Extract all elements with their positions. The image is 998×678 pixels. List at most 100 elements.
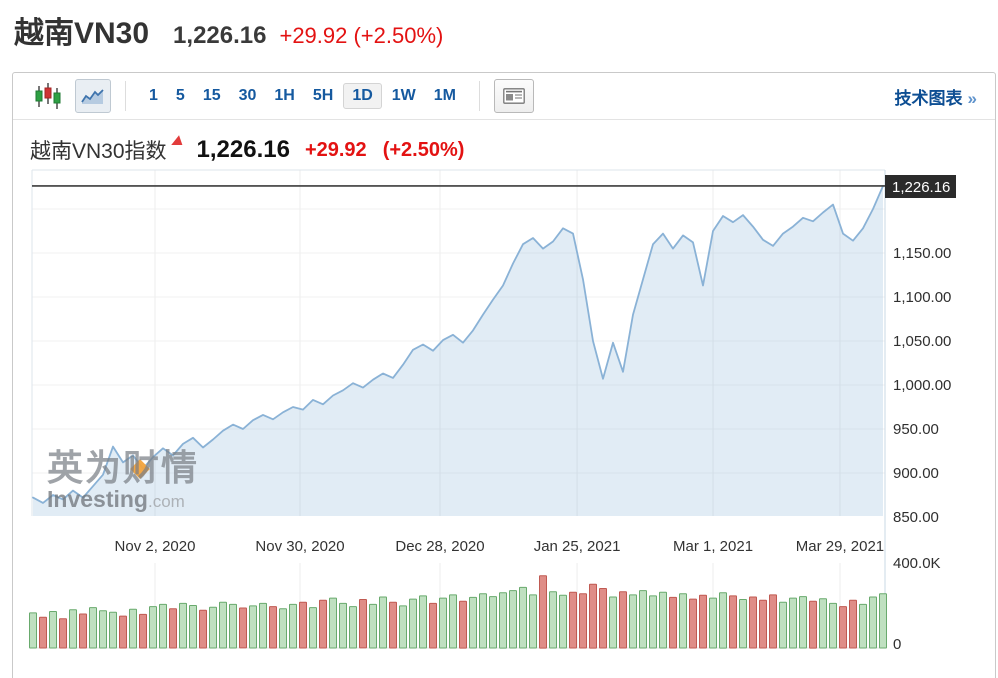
volume-bar — [79, 613, 87, 649]
volume-bar — [89, 607, 97, 649]
timeframe-5[interactable]: 5 — [175, 87, 185, 104]
volume-bar — [869, 596, 877, 649]
volume-bar — [199, 609, 207, 649]
technical-chart-link[interactable]: 技术图表» — [895, 84, 977, 109]
volume-bar — [259, 602, 267, 649]
volume-bar — [269, 606, 277, 649]
volume-bar — [549, 591, 557, 649]
volume-bar — [759, 599, 767, 649]
timeframe-1d[interactable]: 1D — [343, 83, 382, 109]
volume-bar — [99, 610, 107, 649]
volume-bar — [719, 592, 727, 649]
volume-bar — [499, 592, 507, 649]
news-panel-icon[interactable] — [494, 79, 534, 113]
volume-bar — [359, 599, 367, 649]
timeframe-1h[interactable]: 1H — [274, 87, 295, 104]
toolbar-divider — [479, 81, 480, 111]
volume-bar — [859, 603, 867, 649]
volume-bar — [439, 597, 447, 649]
timeframe-1w[interactable]: 1W — [391, 87, 416, 104]
volume-bar — [429, 602, 437, 649]
volume-bar — [229, 603, 237, 649]
volume-bar — [669, 596, 677, 649]
last-price-badge — [885, 175, 956, 198]
volume-bar — [319, 599, 327, 649]
instrument-price: 1,226.16 — [173, 22, 267, 49]
volume-axis-label: 400.0K — [893, 555, 941, 572]
volume-bar — [249, 605, 257, 649]
volume-bar — [39, 616, 47, 649]
y-axis-label: 1,050.00 — [893, 333, 951, 350]
chart-title: 越南VN30指数 — [30, 140, 167, 163]
volume-bar — [479, 593, 487, 649]
volume-bar — [469, 596, 477, 649]
volume-bar — [299, 601, 307, 649]
volume-bar — [769, 594, 777, 649]
volume-bar — [539, 575, 547, 649]
x-axis-label: Mar 1, 2021 — [673, 538, 753, 555]
volume-bar — [189, 605, 197, 649]
volume-bar — [559, 594, 567, 649]
volume-bar — [289, 603, 297, 649]
volume-bar — [339, 602, 347, 649]
last-price-badge-text: 1,226.16 — [892, 179, 950, 196]
area-chart-icon[interactable] — [75, 79, 111, 113]
volume-bar — [529, 594, 537, 649]
timeframe-1[interactable]: 1 — [149, 87, 158, 104]
volume-bar — [179, 602, 187, 649]
volume-bar — [789, 597, 797, 649]
volume-bar — [59, 618, 67, 649]
volume-bar — [749, 596, 757, 649]
volume-bar — [349, 606, 357, 649]
volume-bar — [129, 608, 137, 649]
volume-bar — [209, 606, 217, 649]
volume-bar — [709, 597, 717, 649]
timeframe-1m[interactable]: 1M — [433, 87, 456, 104]
y-axis-label: 1,100.00 — [893, 289, 951, 306]
instrument-change: +29.92 (+2.50%) — [279, 23, 444, 48]
volume-bar — [219, 601, 227, 649]
chart-change-percent: (+2.50%) — [382, 138, 465, 161]
volume-bar — [689, 598, 697, 649]
volume-bar — [169, 608, 177, 649]
volume-bar — [409, 598, 417, 649]
price-line — [32, 185, 884, 504]
volume-bar — [119, 615, 127, 649]
candlestick-chart-icon[interactable] — [33, 81, 65, 111]
timeframe-5h[interactable]: 5H — [312, 87, 334, 104]
technical-chart-label: 技术图表 — [894, 88, 963, 108]
double-chevron-icon: » — [967, 88, 977, 108]
chart-toolbar: 1 5 15 30 1H 5H 1D 1W 1M 技术图表» — [13, 73, 995, 120]
volume-bar — [109, 611, 117, 649]
volume-bar — [729, 595, 737, 649]
volume-bar — [159, 603, 167, 649]
volume-bar — [29, 612, 37, 649]
volume-bar — [489, 596, 497, 649]
timeframe-15[interactable]: 15 — [202, 87, 221, 104]
volume-bar — [649, 595, 657, 649]
volume-bar — [519, 586, 527, 649]
instrument-title: 越南VN30 — [14, 17, 150, 50]
volume-bar — [799, 596, 807, 649]
volume-bar — [819, 598, 827, 649]
x-axis-label: Nov 30, 2020 — [255, 538, 344, 555]
volume-bar — [369, 603, 377, 649]
volume-bar — [839, 606, 847, 649]
volume-bar — [879, 593, 887, 649]
chart-widget: 1 5 15 30 1H 5H 1D 1W 1M 技术图表» — [12, 72, 996, 678]
up-arrow-icon — [170, 134, 184, 152]
volume-bar — [139, 613, 147, 649]
volume-bar — [459, 600, 467, 649]
volume-bar — [69, 609, 77, 649]
volume-bar — [329, 597, 337, 649]
volume-bar — [589, 583, 597, 649]
volume-bar — [659, 591, 667, 649]
volume-bar — [379, 596, 387, 649]
volume-bar — [579, 593, 587, 649]
x-axis-label: Nov 2, 2020 — [115, 538, 196, 555]
chart-last-price: 1,226.16 — [196, 136, 290, 163]
volume-bar — [49, 611, 57, 649]
timeframe-30[interactable]: 30 — [238, 87, 257, 104]
